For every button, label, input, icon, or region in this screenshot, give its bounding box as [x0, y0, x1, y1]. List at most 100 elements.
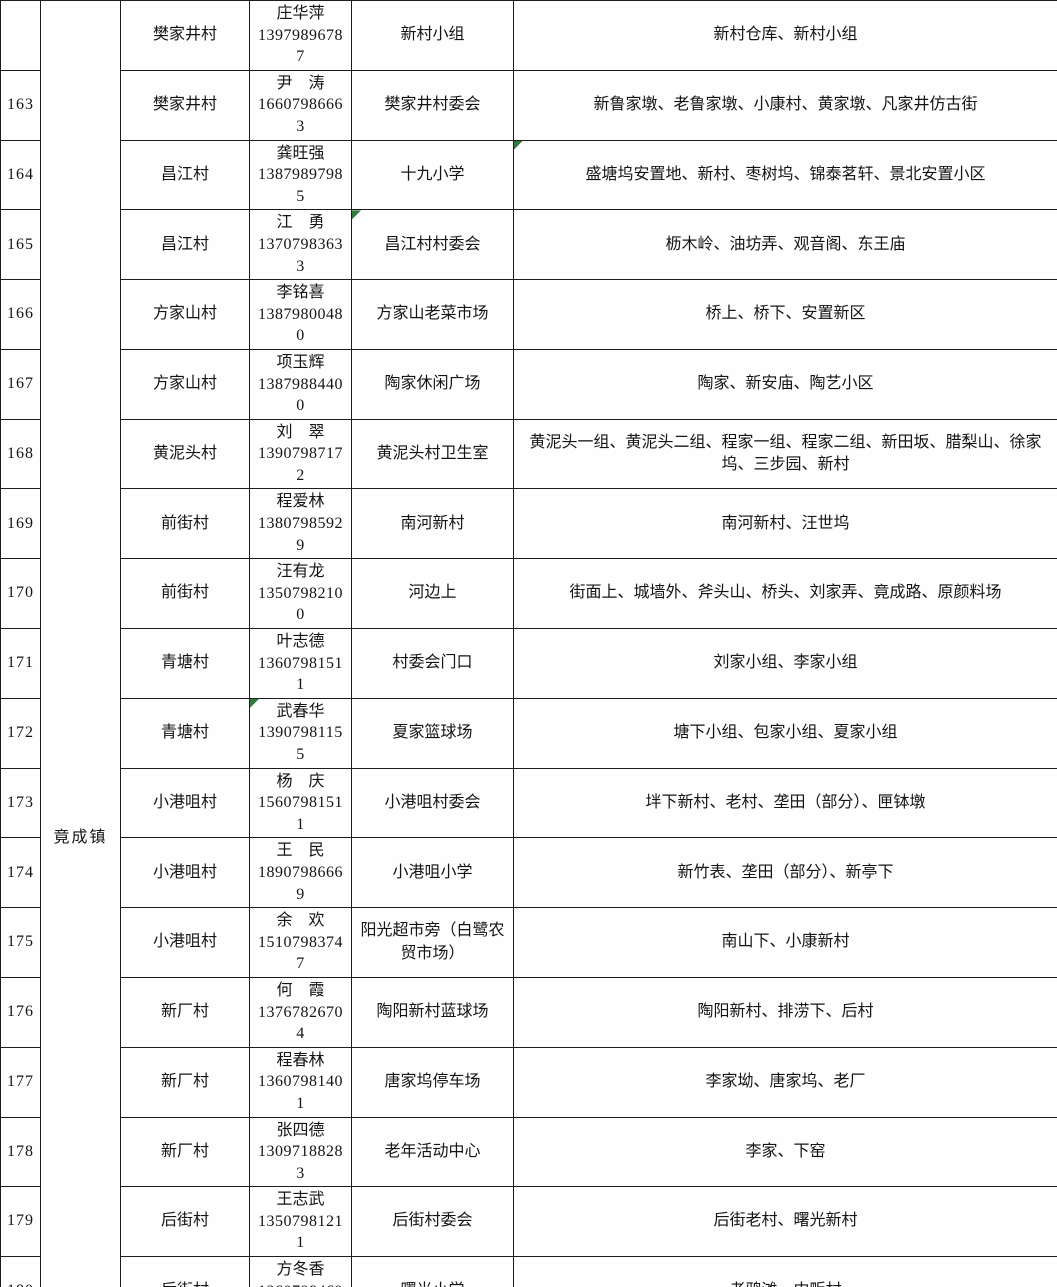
village-cell: 小港咀村 — [120, 907, 250, 978]
table-row: 179 后街村 王志武 13507981211 后街村委会 后街老村、曙光新村 — [0, 1186, 1057, 1258]
contact-cell: 刘 翠 13907987172 — [249, 418, 352, 490]
row-number-cell: 169 — [0, 488, 41, 560]
row-number-cell: 172 — [0, 697, 41, 769]
contact-name: 项玉辉 — [276, 353, 325, 371]
row-number-cell: 178 — [0, 1116, 41, 1188]
row-number-cell: 167 — [0, 348, 41, 420]
village-cell: 前街村 — [120, 558, 250, 630]
row-number-cell: 170 — [0, 558, 41, 630]
location-cell: 后街村委会 — [351, 1186, 514, 1258]
row-number-cell: 168 — [0, 418, 41, 490]
contact-phone: 13707983633 — [258, 235, 343, 275]
contact-cell: 方冬香 13607984694 — [249, 1256, 352, 1287]
contact-name: 王 民 — [276, 842, 325, 860]
contact-cell-with-error-indicator: 武春华 13907981155 — [249, 697, 352, 769]
contact-name: 刘 翠 — [276, 423, 325, 441]
village-cell: 樊家井村 — [120, 0, 250, 71]
row-number-cell: 177 — [0, 1046, 41, 1118]
location-cell: 阳光超市旁（白鹭农贸市场） — [351, 907, 514, 978]
village-cell: 方家山村 — [120, 348, 250, 420]
contact-name: 程爱林 — [276, 493, 325, 511]
table-row: 166 方家山村 李铭喜 13879800480 方家山老菜市场 桥上、桥下、安置新区 — [0, 279, 1057, 350]
contact-phone: 13907981155 — [258, 724, 343, 763]
table-row: 175 小港咀村 余 欢 15107983747 阳光超市旁（白鹭农贸市场） 南山下、小康… — [0, 907, 1057, 978]
location-cell: 黄泥头村卫生室 — [351, 418, 514, 490]
contact-phone: 16607986663 — [258, 96, 343, 135]
contact-cell: 张四德 13097188283 — [249, 1116, 352, 1188]
contact-cell: 余 欢 15107983747 — [249, 907, 352, 978]
contact-cell: 项玉辉 13879884400 — [249, 348, 352, 420]
location-cell: 河边上 — [351, 558, 514, 630]
location-cell: 陶阳新村蓝球场 — [351, 976, 514, 1048]
contact-name: 李铭喜 — [276, 284, 325, 302]
location-cell: 南河新村 — [351, 488, 514, 560]
coverage-cell: 李家坳、唐家坞、老厂 — [513, 1046, 1057, 1118]
location-cell: 唐家坞停车场 — [351, 1046, 514, 1118]
contact-name: 王志武 — [276, 1191, 325, 1209]
contact-cell: 李铭喜 13879800480 — [249, 279, 352, 350]
contact-phone: 13907987172 — [258, 445, 343, 484]
row-number-cell: 171 — [0, 628, 41, 699]
coverage-cell: 南河新村、汪世坞 — [513, 488, 1057, 560]
table-row: 174 小港咀村 王 民 18907986669 小港咀小学 新竹表、垄田（部分）、新亭下 — [0, 837, 1057, 909]
location-cell: 曙光小学 — [351, 1256, 514, 1287]
village-cell: 新厂村 — [120, 1046, 250, 1118]
row-number-cell: 166 — [0, 279, 41, 350]
village-cell: 新厂村 — [120, 1116, 250, 1188]
table-row: 176 新厂村 何 霞 13767826704 陶阳新村蓝球场 陶阳新村、排涝下、后村 — [0, 976, 1057, 1048]
contact-cell: 江 勇 13707983633 — [249, 209, 352, 281]
village-cell: 后街村 — [120, 1186, 250, 1258]
row-number-cell — [0, 0, 41, 71]
contact-phone: 13879800480 — [258, 305, 343, 345]
row-number-cell: 174 — [0, 837, 41, 909]
contact-cell: 尹 涛 16607986663 — [249, 69, 352, 141]
contact-phone: 13507982100 — [258, 584, 343, 624]
location-cell-with-error-indicator: 昌江村村委会 — [351, 209, 514, 281]
village-cell: 后街村 — [120, 1256, 250, 1287]
contact-cell: 杨 庆 15607981511 — [249, 767, 352, 839]
contact-phone: 13879884400 — [258, 375, 343, 415]
contact-cell: 何 霞 13767826704 — [249, 976, 352, 1048]
village-cell: 前街村 — [120, 488, 250, 560]
location-cell: 十九小学 — [351, 139, 514, 211]
table-row: 165 昌江村 江 勇 13707983633 昌江村村委会 枥木岭、油坊弄、观音阁、东王… — [0, 209, 1057, 281]
location-cell: 夏家篮球场 — [351, 697, 514, 769]
contact-phone: 13767826704 — [258, 1003, 343, 1043]
coverage-cell: 塘下小组、包家小组、夏家小组 — [513, 697, 1057, 769]
row-number-cell: 164 — [0, 139, 41, 211]
location-cell: 老年活动中心 — [351, 1116, 514, 1188]
location-cell: 陶家休闲广场 — [351, 348, 514, 420]
table-row: 164 昌江村 龚旺强 13879897985 十九小学 盛塘坞安置地、新村、枣树坞、锦泰… — [0, 139, 1057, 211]
contact-name: 何 霞 — [276, 981, 325, 999]
table-row: 170 前街村 汪有龙 13507982100 河边上 街面上、城墙外、斧头山、桥头、刘家… — [0, 558, 1057, 630]
contact-cell: 王 民 18907986669 — [249, 837, 352, 909]
contact-phone: 15607981511 — [258, 794, 343, 833]
contact-phone: 13879897985 — [258, 166, 343, 205]
coverage-cell: 陶家、新安庙、陶艺小区 — [513, 348, 1057, 420]
location-cell: 新村小组 — [351, 0, 514, 71]
contact-name: 尹 涛 — [276, 74, 325, 92]
contact-phone: 13607984694 — [255, 1281, 346, 1287]
village-cell: 青塘村 — [120, 697, 250, 769]
coverage-cell-with-error-indicator: 盛塘坞安置地、新村、枣树坞、锦泰茗轩、景北安置小区 — [513, 139, 1057, 211]
contact-phone: 18907986669 — [258, 863, 343, 903]
contact-cell: 叶志德 13607981511 — [249, 628, 352, 699]
village-cell: 昌江村 — [120, 209, 250, 281]
contact-name: 叶志德 — [276, 633, 325, 651]
coverage-cell: 刘家小组、李家小组 — [513, 628, 1057, 699]
table-row: 177 新厂村 程春林 13607981401 唐家坞停车场 李家坳、唐家坞、老厂 — [0, 1046, 1057, 1118]
contact-name: 汪有龙 — [276, 563, 325, 581]
village-cell: 小港咀村 — [120, 767, 250, 839]
location-cell: 方家山老菜市场 — [351, 279, 514, 350]
contact-cell: 王志武 13507981211 — [249, 1186, 352, 1258]
village-cell: 昌江村 — [120, 139, 250, 211]
location-cell: 小港咀村委会 — [351, 767, 514, 839]
contact-phone: 13507981211 — [258, 1212, 343, 1252]
coverage-cell: 坢下新村、老村、垄田（部分）、匣钵墩 — [513, 767, 1057, 839]
row-number-cell: 180 — [0, 1256, 41, 1287]
town-merged-cell: 竟成镇 — [40, 0, 121, 1287]
contact-name: 余 欢 — [276, 912, 325, 930]
